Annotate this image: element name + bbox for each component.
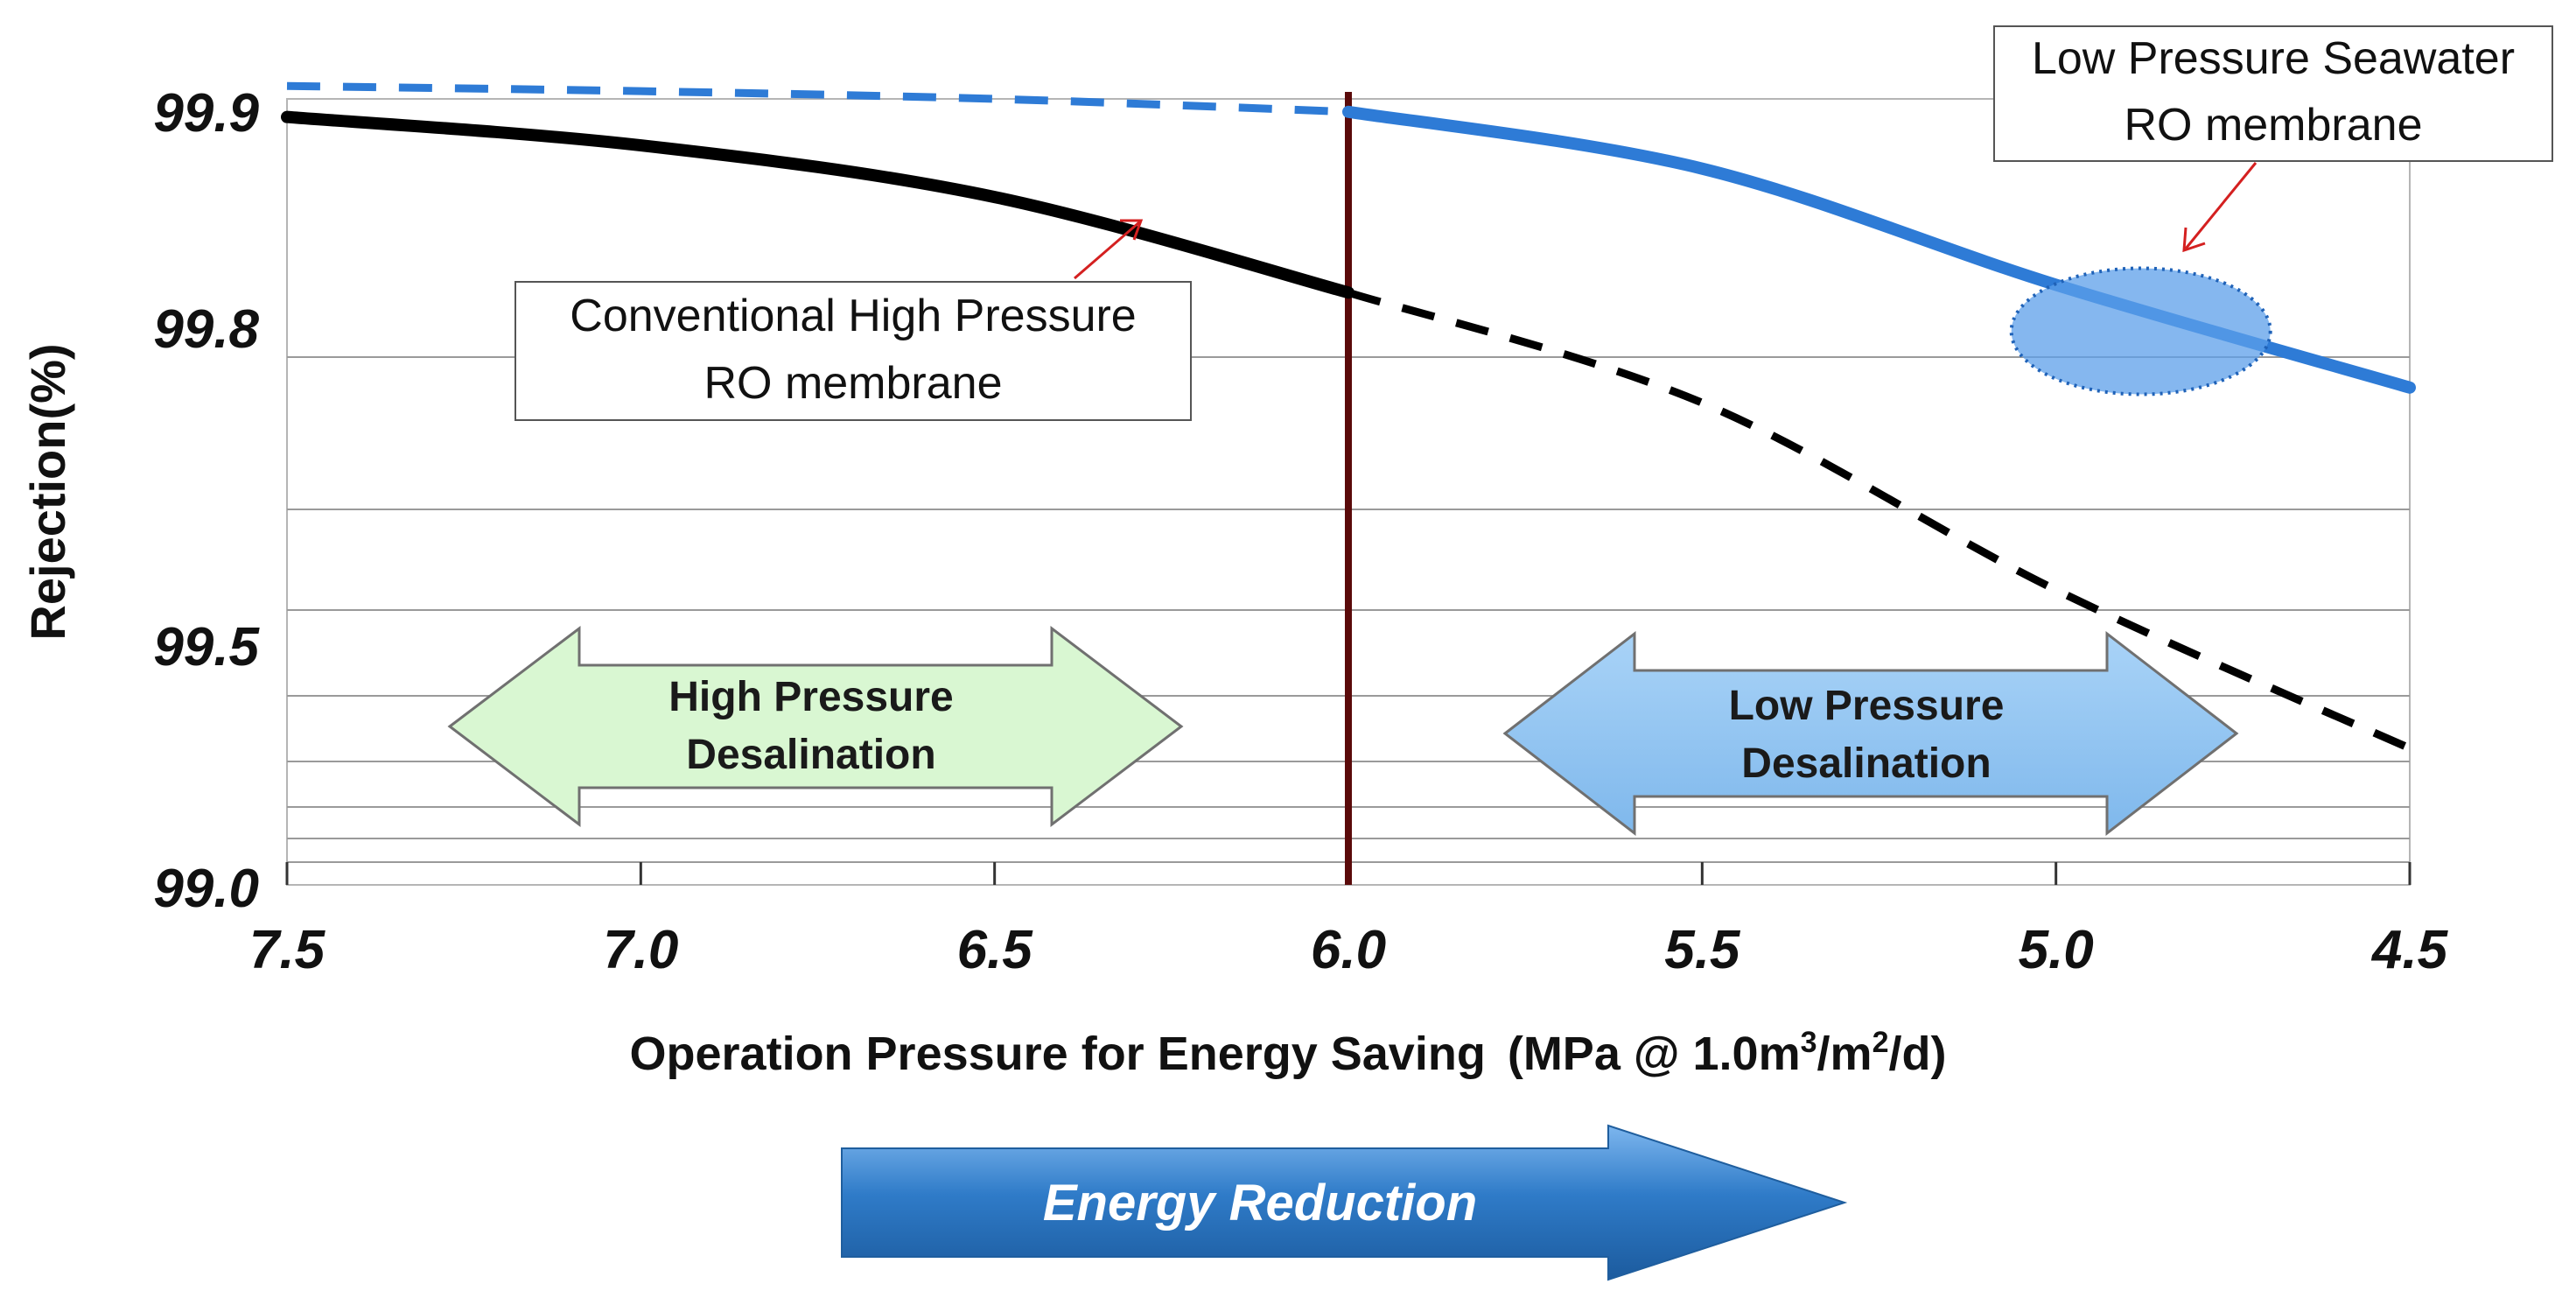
conventional-pointer-arrow xyxy=(1074,221,1140,280)
low-pressure-region-label-line-1: Low Pressure xyxy=(1729,683,2005,729)
low-pressure-arrow: Low Pressure Desalination xyxy=(1502,630,2239,837)
high-pressure-arrow-shape xyxy=(447,625,1184,828)
x-axis-label-units-suffix: /d) xyxy=(1888,1028,1946,1080)
y-tick-labels: 99.9 99.8 99.5 99.0 xyxy=(153,83,260,919)
low-pressure-arrow-shape xyxy=(1502,630,2239,837)
x-axis-label-main: Operation Pressure for Energy Saving xyxy=(630,1028,1486,1080)
x-axis-label: Operation Pressure for Energy Saving (MP… xyxy=(630,1026,1947,1080)
low-pressure-label-line-1: Low Pressure Seawater xyxy=(2032,33,2515,84)
low-pressure-pointer-arrow xyxy=(2184,162,2258,249)
y-tick-label-99-8: 99.8 xyxy=(153,299,259,360)
low-pressure-region-label-line-2: Desalination xyxy=(1741,740,1991,787)
conventional-annotation: Conventional High Pressure RO membrane xyxy=(514,219,1192,421)
y-tick-label-99-0: 99.0 xyxy=(153,859,259,919)
low-pressure-pointer-arrowhead xyxy=(2182,227,2206,253)
x-tick-label-5-0: 5.0 xyxy=(2019,920,2094,980)
low-pressure-label-line-2: RO membrane xyxy=(2124,100,2423,151)
y-tick-label-99-9: 99.9 xyxy=(153,83,259,144)
energy-reduction-arrow: Energy Reduction xyxy=(841,1124,1848,1281)
x-tick-label-5-5: 5.5 xyxy=(1664,920,1741,980)
x-tick-label-6-5: 6.5 xyxy=(957,920,1034,980)
x-axis-label-sup-1: 3 xyxy=(1801,1026,1817,1059)
conventional-series-solid xyxy=(281,110,1354,299)
y-tick-label-99-5: 99.5 xyxy=(153,617,260,677)
x-axis-label-units-mid: /m xyxy=(1817,1028,1872,1080)
x-tick-marks xyxy=(285,862,2412,885)
x-tick-label-4-5: 4.5 xyxy=(2370,920,2449,980)
x-tick-label-7-0: 7.0 xyxy=(603,920,678,980)
low-pressure-label-box xyxy=(1993,25,2553,162)
energy-reduction-label: Energy Reduction xyxy=(1043,1175,1477,1231)
low-pressure-series-dashed xyxy=(286,81,1349,116)
highlight-ellipse xyxy=(2009,266,2272,396)
conventional-label-box xyxy=(514,281,1192,421)
low-pressure-annotation: Low Pressure Seawater RO membrane xyxy=(1993,25,2553,253)
y-axis-label: Rejection(%) xyxy=(20,343,75,640)
high-pressure-arrow: High Pressure Desalination xyxy=(447,625,1184,828)
energy-reduction-arrow-shape xyxy=(841,1124,1848,1281)
x-tick-label-7-5: 7.5 xyxy=(249,920,326,980)
x-tick-label-6-0: 6.0 xyxy=(1311,920,1386,980)
conventional-pointer-arrowhead xyxy=(1120,219,1144,241)
high-pressure-label-line-1: High Pressure xyxy=(668,674,953,720)
x-axis-label-units-prefix: (MPa @ 1.0m xyxy=(1508,1028,1801,1080)
conventional-label-line-2: RO membrane xyxy=(704,358,1003,409)
high-pressure-label-line-2: Desalination xyxy=(686,732,935,778)
conventional-series-dashed xyxy=(1347,288,2412,753)
x-axis-label-sup-2: 2 xyxy=(1872,1026,1889,1059)
x-tick-labels: 7.5 7.0 6.5 6.0 5.5 5.0 4.5 xyxy=(249,920,2449,980)
conventional-label-line-1: Conventional High Pressure xyxy=(570,291,1136,341)
